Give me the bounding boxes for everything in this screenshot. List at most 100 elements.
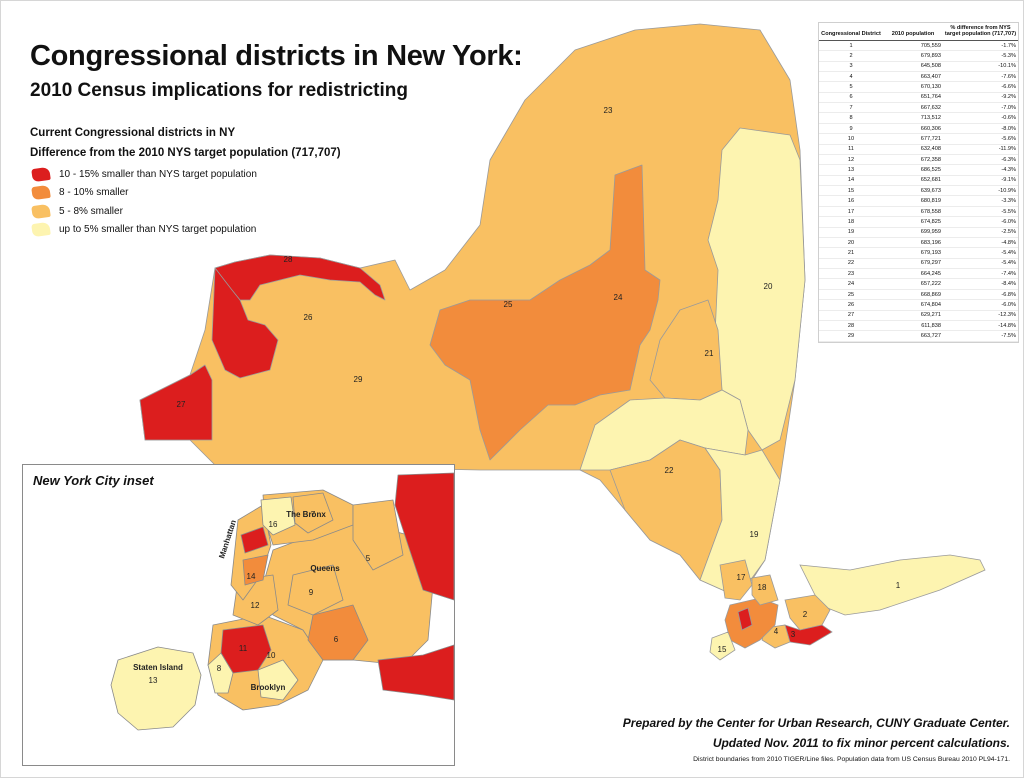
district-label: 20 [764, 282, 773, 291]
legend-subtitle: Difference from the 2010 NYS target popu… [30, 147, 341, 159]
population-cell: 686,525 [883, 164, 943, 176]
inset-title: New York City inset [33, 473, 154, 488]
legend-swatch [31, 166, 51, 182]
table-row: 19 699,959 -2.5% [819, 227, 1018, 238]
table-row: 17 678,558 -5.5% [819, 206, 1018, 218]
table-row: 29 663,727 -7.5% [819, 330, 1018, 342]
percent-cell: -1.7% [943, 40, 1018, 52]
population-cell: 651,764 [883, 92, 943, 104]
inset-district-label: 14 [247, 572, 256, 581]
percent-cell: -4.8% [943, 237, 1018, 249]
population-cell: 680,819 [883, 195, 943, 207]
district-cell: 28 [819, 320, 883, 332]
district-label: 27 [177, 400, 186, 409]
percent-cell: -4.3% [943, 164, 1018, 176]
population-cell: 652,681 [883, 175, 943, 187]
legend-item: 10 - 15% smaller than NYS target populat… [31, 165, 257, 184]
district-cell: 17 [819, 206, 883, 218]
district-cell: 2 [819, 50, 883, 62]
district-label: 28 [284, 255, 293, 264]
population-cell: 667,632 [883, 102, 943, 114]
district-cell: 8 [819, 112, 883, 124]
page-title: Congressional districts in New York: [30, 40, 523, 72]
page-subtitle: 2010 Census implications for redistricti… [30, 80, 408, 101]
district-cell: 7 [819, 102, 883, 114]
district-cell: 6 [819, 92, 883, 104]
percent-cell: -6.6% [943, 81, 1018, 93]
population-cell: 672,358 [883, 154, 943, 166]
table-row: 26 674,804 -6.0% [819, 299, 1018, 311]
population-cell: 668,869 [883, 289, 943, 301]
district-cell: 10 [819, 133, 883, 145]
district-cell: 5 [819, 81, 883, 93]
district-label: 25 [504, 300, 513, 309]
inset-district-14 [242, 554, 269, 586]
legend-swatch [31, 222, 51, 238]
district-label: 21 [705, 349, 714, 358]
legend-title: Current Congressional districts in NY [30, 127, 236, 139]
district-20 [707, 127, 806, 451]
legend-item: up to 5% smaller than NYS target populat… [31, 221, 257, 240]
population-cell: 683,196 [883, 237, 943, 249]
percent-cell: -5.3% [943, 50, 1018, 62]
inset-borough-label: The Bronx [286, 510, 326, 519]
percent-cell: -2.5% [943, 227, 1018, 238]
percent-cell: -9.1% [943, 175, 1018, 187]
inset-district-label: 5 [366, 554, 371, 563]
percent-cell: -5.5% [943, 206, 1018, 218]
district-cell: 13 [819, 164, 883, 176]
district-cell: 18 [819, 216, 883, 228]
inset-district-16 [260, 496, 296, 536]
district-cell: 1 [819, 40, 883, 52]
inset-south-shore-red [377, 644, 454, 701]
table-row: 27 629,271 -12.3% [819, 310, 1018, 321]
map-legend: 10 - 15% smaller than NYS target populat… [31, 165, 257, 240]
percent-cell: -9.2% [943, 92, 1018, 104]
table-header-row: Congressional District 2010 population %… [819, 23, 1018, 41]
district-cell: 25 [819, 289, 883, 301]
inset-borough-label: Queens [310, 564, 340, 573]
district-cell: 11 [819, 144, 883, 155]
population-cell: 645,508 [883, 61, 943, 72]
inset-district-5 [352, 499, 404, 571]
percent-cell: -7.6% [943, 71, 1018, 83]
percent-cell: -10.1% [943, 61, 1018, 72]
nyc-inset-map: 16 7 5 14 12 9 6 11 10 8 13 The Bronx Qu… [110, 472, 454, 731]
population-cell: 660,306 [883, 123, 943, 135]
district-cell: 9 [819, 123, 883, 135]
inset-district-label: 13 [149, 676, 158, 685]
population-cell: 674,825 [883, 216, 943, 228]
district-cell: 22 [819, 258, 883, 270]
legend-swatch [31, 203, 51, 219]
district-cell: 19 [819, 227, 883, 238]
percent-cell: -6.8% [943, 289, 1018, 301]
percent-cell: -11.9% [943, 144, 1018, 155]
percent-cell: -5.4% [943, 258, 1018, 270]
percent-cell: -0.6% [943, 112, 1018, 124]
table-row: 13 686,525 -4.3% [819, 164, 1018, 176]
inset-borough-label: Brooklyn [251, 683, 286, 692]
district-cell: 14 [819, 175, 883, 187]
legend-label: 8 - 10% smaller [59, 187, 129, 199]
district-cell: 3 [819, 61, 883, 72]
population-cell: 679,193 [883, 247, 943, 259]
table-row: 20 683,196 -4.8% [819, 237, 1018, 249]
population-cell: 663,727 [883, 330, 943, 342]
district-label: 4 [774, 627, 779, 636]
legend-item: 5 - 8% smaller [31, 202, 257, 221]
percent-cell: -14.8% [943, 320, 1018, 332]
inset-district-label: 8 [217, 664, 222, 673]
population-cell: 705,559 [883, 40, 943, 52]
district-label: 19 [750, 530, 759, 539]
table-body: 1 705,559 -1.7% 2 679,893 -5.3% 3 645,508 -10.1%… [819, 40, 1018, 342]
percent-cell: -12.3% [943, 310, 1018, 321]
table-row: 18 674,825 -6.0% [819, 216, 1018, 228]
inset-district-6 [307, 604, 369, 661]
table-row: 25 668,869 -6.8% [819, 289, 1018, 301]
table-row: 5 670,130 -6.6% [819, 81, 1018, 93]
percent-cell: -6.0% [943, 216, 1018, 228]
table-row: 4 663,407 -7.6% [819, 71, 1018, 83]
inset-district-label: 7 [311, 510, 316, 519]
percent-cell: -8.0% [943, 123, 1018, 135]
